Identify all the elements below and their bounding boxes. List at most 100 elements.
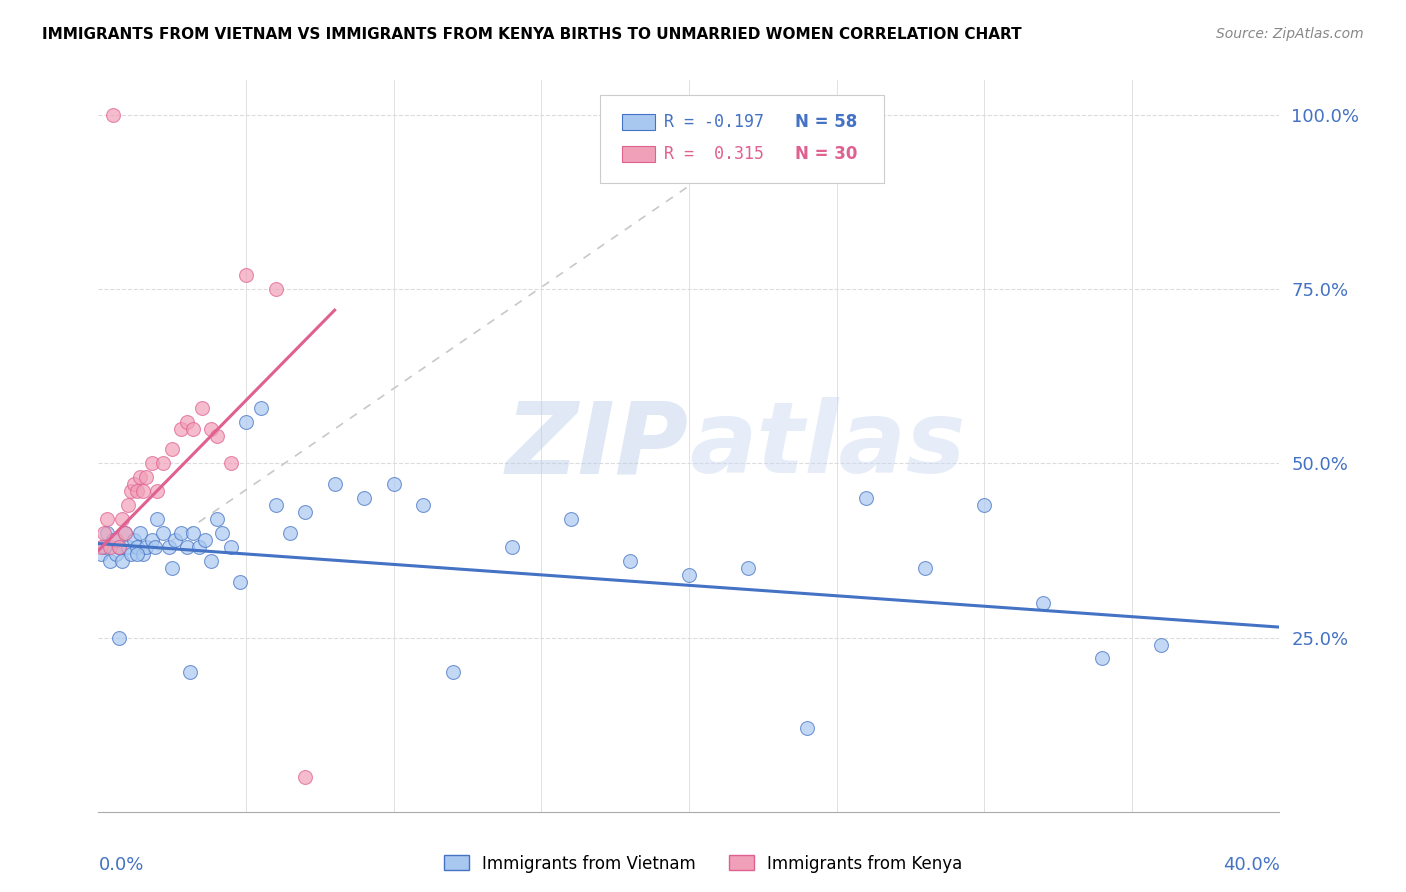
Point: [264, 498, 287, 512]
Text: atlas: atlas: [689, 398, 966, 494]
Point: [1091, 651, 1114, 665]
Point: [122, 477, 145, 491]
Point: [382, 477, 405, 491]
Point: [98, 540, 121, 554]
Point: [1150, 638, 1173, 652]
Point: [176, 415, 198, 429]
Point: [108, 540, 131, 554]
Point: [973, 498, 995, 512]
Legend: Immigrants from Vietnam, Immigrants from Kenya: Immigrants from Vietnam, Immigrants from…: [437, 848, 969, 880]
Point: [796, 721, 818, 735]
Point: [98, 554, 121, 568]
Point: [560, 512, 582, 526]
Point: [122, 533, 145, 547]
Point: [93, 540, 115, 554]
Text: R =  0.315: R = 0.315: [664, 145, 763, 163]
Point: [170, 526, 193, 541]
Point: [114, 526, 136, 541]
Point: [221, 457, 243, 471]
Point: [103, 533, 125, 547]
Point: [194, 533, 217, 547]
Point: [221, 540, 243, 554]
Text: Source: ZipAtlas.com: Source: ZipAtlas.com: [1216, 27, 1364, 41]
Point: [111, 554, 134, 568]
Point: [412, 498, 434, 512]
FancyBboxPatch shape: [600, 95, 884, 183]
Point: [855, 491, 877, 506]
Text: R = -0.197: R = -0.197: [664, 113, 763, 131]
Point: [125, 547, 148, 561]
Point: [181, 526, 204, 541]
Point: [235, 268, 257, 283]
Text: 0.0%: 0.0%: [98, 855, 143, 873]
Point: [441, 665, 464, 680]
Point: [176, 540, 198, 554]
Point: [170, 421, 193, 435]
Point: [114, 526, 136, 541]
Point: [105, 533, 128, 547]
Point: [96, 512, 118, 526]
Point: [205, 512, 228, 526]
Point: [143, 540, 166, 554]
Point: [132, 547, 155, 561]
Point: [179, 665, 201, 680]
Point: [165, 533, 187, 547]
Point: [120, 484, 142, 499]
Point: [200, 554, 222, 568]
Point: [96, 526, 118, 541]
Point: [103, 108, 125, 122]
Point: [120, 547, 142, 561]
Point: [737, 561, 759, 575]
Point: [353, 491, 375, 506]
Point: [323, 477, 346, 491]
Point: [135, 540, 157, 554]
Point: [93, 526, 115, 541]
Point: [146, 512, 169, 526]
Point: [200, 421, 222, 435]
Point: [141, 457, 163, 471]
Text: IMMIGRANTS FROM VIETNAM VS IMMIGRANTS FROM KENYA BIRTHS TO UNMARRIED WOMEN CORRE: IMMIGRANTS FROM VIETNAM VS IMMIGRANTS FR…: [42, 27, 1022, 42]
Point: [125, 484, 148, 499]
Point: [191, 401, 214, 415]
Point: [501, 540, 523, 554]
Point: [108, 631, 131, 645]
FancyBboxPatch shape: [621, 114, 655, 130]
Point: [117, 540, 139, 554]
Point: [229, 574, 252, 589]
Point: [162, 442, 183, 457]
Point: [181, 421, 204, 435]
Point: [294, 770, 316, 784]
Point: [294, 505, 316, 519]
Point: [914, 561, 936, 575]
Point: [264, 282, 287, 296]
Point: [128, 470, 150, 484]
Point: [128, 526, 150, 541]
Point: [205, 428, 228, 442]
Point: [146, 484, 169, 499]
Text: ZIP: ZIP: [506, 398, 689, 494]
Text: N = 58: N = 58: [796, 113, 858, 131]
Point: [162, 561, 183, 575]
Point: [125, 540, 148, 554]
Point: [250, 401, 273, 415]
Point: [141, 533, 163, 547]
Point: [157, 540, 180, 554]
Point: [619, 554, 641, 568]
Point: [1032, 596, 1054, 610]
Point: [235, 415, 257, 429]
Point: [111, 512, 134, 526]
FancyBboxPatch shape: [621, 146, 655, 162]
Point: [135, 470, 157, 484]
Point: [105, 547, 128, 561]
Point: [132, 484, 155, 499]
Point: [90, 547, 112, 561]
Point: [280, 526, 302, 541]
Text: 40.0%: 40.0%: [1223, 855, 1279, 873]
Point: [108, 540, 131, 554]
Point: [152, 457, 174, 471]
Point: [211, 526, 233, 541]
Point: [187, 540, 209, 554]
Point: [152, 526, 174, 541]
Point: [678, 567, 700, 582]
Point: [117, 498, 139, 512]
